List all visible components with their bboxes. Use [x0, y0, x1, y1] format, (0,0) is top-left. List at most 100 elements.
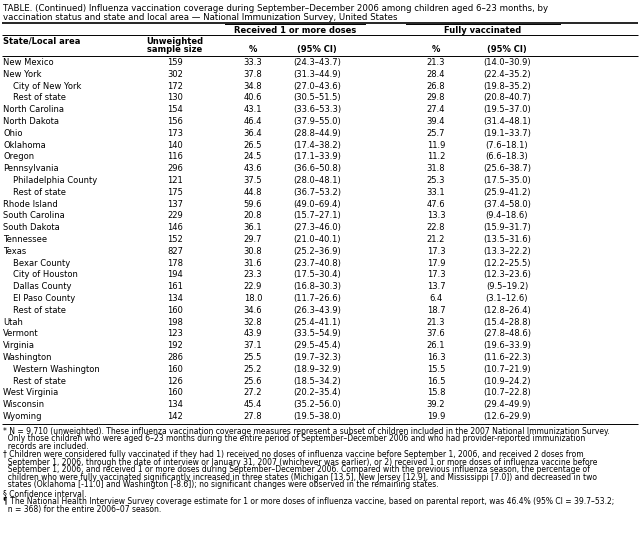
Text: (19.5–38.0): (19.5–38.0) — [293, 412, 341, 421]
Text: Western Washington: Western Washington — [13, 365, 100, 374]
Text: 21.3: 21.3 — [427, 58, 445, 67]
Text: El Paso County: El Paso County — [13, 294, 75, 303]
Text: (29.5–45.4): (29.5–45.4) — [293, 341, 341, 350]
Text: (26.3–43.9): (26.3–43.9) — [293, 306, 341, 315]
Text: (49.0–69.4): (49.0–69.4) — [293, 199, 341, 209]
Text: 23.3: 23.3 — [244, 271, 262, 279]
Text: West Virginia: West Virginia — [3, 389, 58, 397]
Text: Tennessee: Tennessee — [3, 235, 47, 244]
Text: 116: 116 — [167, 153, 183, 161]
Text: (19.7–32.3): (19.7–32.3) — [293, 353, 341, 362]
Text: 13.3: 13.3 — [427, 211, 445, 220]
Text: children who were fully vaccinated significantly increased in three states (Mich: children who were fully vaccinated signi… — [3, 473, 597, 482]
Text: 39.4: 39.4 — [427, 117, 445, 126]
Text: n = 368) for the entire 2006–07 season.: n = 368) for the entire 2006–07 season. — [3, 505, 162, 514]
Text: Vermont: Vermont — [3, 329, 38, 338]
Text: Pennsylvania: Pennsylvania — [3, 164, 58, 173]
Text: Virginia: Virginia — [3, 341, 35, 350]
Text: 160: 160 — [167, 389, 183, 397]
Text: 27.8: 27.8 — [244, 412, 262, 421]
Text: North Carolina: North Carolina — [3, 105, 64, 114]
Text: (19.1–33.7): (19.1–33.7) — [483, 129, 531, 138]
Text: 37.5: 37.5 — [244, 176, 262, 185]
Text: (29.4–49.9): (29.4–49.9) — [483, 400, 531, 409]
Text: (12.8–26.4): (12.8–26.4) — [483, 306, 531, 315]
Text: (17.5–35.0): (17.5–35.0) — [483, 176, 531, 185]
Text: 19.9: 19.9 — [427, 412, 445, 421]
Text: Wyoming: Wyoming — [3, 412, 42, 421]
Text: 15.5: 15.5 — [427, 365, 445, 374]
Text: 126: 126 — [167, 377, 183, 385]
Text: (27.3–46.0): (27.3–46.0) — [293, 223, 341, 232]
Text: § Confidence interval.: § Confidence interval. — [3, 489, 87, 498]
Text: State/Local area: State/Local area — [3, 37, 80, 46]
Text: South Carolina: South Carolina — [3, 211, 65, 220]
Text: 36.4: 36.4 — [244, 129, 262, 138]
Text: New York: New York — [3, 70, 42, 79]
Text: 43.1: 43.1 — [244, 105, 262, 114]
Text: (17.5–30.4): (17.5–30.4) — [293, 271, 341, 279]
Text: (9.4–18.6): (9.4–18.6) — [486, 211, 528, 220]
Text: City of New York: City of New York — [13, 81, 81, 91]
Text: 302: 302 — [167, 70, 183, 79]
Text: (18.5–34.2): (18.5–34.2) — [293, 377, 341, 385]
Text: 39.2: 39.2 — [427, 400, 445, 409]
Text: Fully vaccinated: Fully vaccinated — [444, 26, 522, 35]
Text: Rest of state: Rest of state — [13, 188, 66, 197]
Text: 11.2: 11.2 — [427, 153, 445, 161]
Text: * N = 9,710 (unweighted). These influenza vaccination coverage measures represen: * N = 9,710 (unweighted). These influenz… — [3, 427, 610, 436]
Text: Utah: Utah — [3, 317, 23, 327]
Text: New Mexico: New Mexico — [3, 58, 54, 67]
Text: 37.1: 37.1 — [244, 341, 262, 350]
Text: 27.2: 27.2 — [244, 389, 262, 397]
Text: (18.9–32.9): (18.9–32.9) — [293, 365, 341, 374]
Text: 25.7: 25.7 — [427, 129, 445, 138]
Text: (95% CI): (95% CI) — [297, 45, 337, 54]
Text: Only those children who were aged 6–23 months during the entire period of Septem: Only those children who were aged 6–23 m… — [3, 434, 585, 443]
Text: 27.4: 27.4 — [427, 105, 445, 114]
Text: 161: 161 — [167, 282, 183, 291]
Text: Rest of state: Rest of state — [13, 377, 66, 385]
Text: TABLE. (Continued) Influenza vaccination coverage during September–December 2006: TABLE. (Continued) Influenza vaccination… — [3, 4, 548, 13]
Text: (20.8–40.7): (20.8–40.7) — [483, 93, 531, 102]
Text: 28.4: 28.4 — [427, 70, 445, 79]
Text: (33.5–54.9): (33.5–54.9) — [293, 329, 341, 338]
Text: (25.6–38.7): (25.6–38.7) — [483, 164, 531, 173]
Text: 140: 140 — [167, 141, 183, 150]
Text: 33.1: 33.1 — [427, 188, 445, 197]
Text: (28.0–48.1): (28.0–48.1) — [293, 176, 341, 185]
Text: 26.8: 26.8 — [427, 81, 445, 91]
Text: 22.9: 22.9 — [244, 282, 262, 291]
Text: September 1, 2006, through the date of interview or January 31, 2007 (whichever : September 1, 2006, through the date of i… — [3, 458, 597, 467]
Text: (10.7–21.9): (10.7–21.9) — [483, 365, 531, 374]
Text: 16.5: 16.5 — [427, 377, 445, 385]
Text: North Dakota: North Dakota — [3, 117, 59, 126]
Text: (31.4–48.1): (31.4–48.1) — [483, 117, 531, 126]
Text: (21.0–40.1): (21.0–40.1) — [293, 235, 341, 244]
Text: City of Houston: City of Houston — [13, 271, 78, 279]
Text: 25.2: 25.2 — [244, 365, 262, 374]
Text: 21.2: 21.2 — [427, 235, 445, 244]
Text: 31.8: 31.8 — [427, 164, 445, 173]
Text: 6.4: 6.4 — [429, 294, 443, 303]
Text: 827: 827 — [167, 247, 183, 256]
Text: (25.4–41.1): (25.4–41.1) — [293, 317, 341, 327]
Text: 29.7: 29.7 — [244, 235, 262, 244]
Text: 130: 130 — [167, 93, 183, 102]
Text: (16.8–30.3): (16.8–30.3) — [293, 282, 341, 291]
Text: South Dakota: South Dakota — [3, 223, 60, 232]
Text: 123: 123 — [167, 329, 183, 338]
Text: 47.6: 47.6 — [427, 199, 445, 209]
Text: 172: 172 — [167, 81, 183, 91]
Text: (19.8–35.2): (19.8–35.2) — [483, 81, 531, 91]
Text: %: % — [249, 45, 257, 54]
Text: 34.8: 34.8 — [244, 81, 262, 91]
Text: (27.8–48.6): (27.8–48.6) — [483, 329, 531, 338]
Text: 17.3: 17.3 — [427, 247, 445, 256]
Text: 11.9: 11.9 — [427, 141, 445, 150]
Text: 59.6: 59.6 — [244, 199, 262, 209]
Text: 37.8: 37.8 — [244, 70, 262, 79]
Text: 159: 159 — [167, 58, 183, 67]
Text: Washington: Washington — [3, 353, 53, 362]
Text: 160: 160 — [167, 306, 183, 315]
